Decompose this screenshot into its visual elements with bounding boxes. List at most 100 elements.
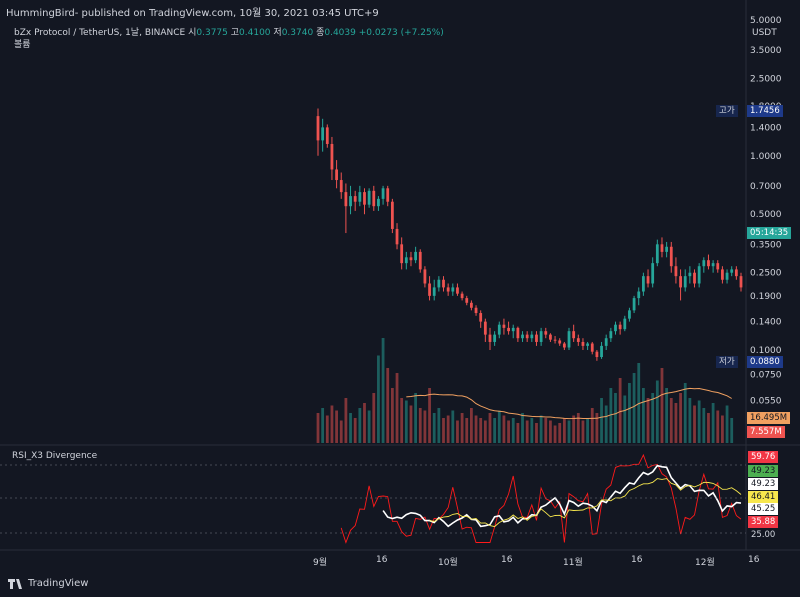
volume-bar: [507, 420, 510, 443]
tradingview-footer[interactable]: TradingView: [8, 578, 88, 589]
tradingview-logo-icon: [8, 578, 22, 589]
candle-body: [716, 263, 720, 270]
candle-body: [404, 257, 408, 264]
candle-body: [521, 334, 524, 339]
candle-body: [409, 257, 413, 261]
candle-body: [377, 198, 380, 207]
candle-body: [325, 127, 329, 144]
rsi-value-tag: 46.41: [748, 491, 779, 503]
candle-body: [316, 116, 320, 141]
volume-bar: [414, 393, 418, 443]
volume-bar: [539, 415, 543, 443]
volume-bar: [655, 380, 659, 443]
volume-bar: [321, 408, 325, 443]
volume-bar: [600, 398, 603, 443]
price-tick-label: 1.4000: [750, 123, 782, 133]
candle-body: [544, 331, 548, 335]
candle-body: [483, 321, 487, 335]
volume-bar: [497, 410, 501, 443]
volume-bar: [669, 398, 673, 443]
volume-bar: [674, 403, 678, 443]
indicator-label: RSI_X3 Divergence: [12, 451, 98, 461]
volume-bar: [418, 408, 422, 443]
rsi-value-tag: 35.88: [748, 516, 779, 528]
price-tick-label: 3.5000: [750, 46, 782, 56]
time-axis-label: 16: [376, 555, 388, 565]
volume-bar: [442, 418, 445, 443]
volume-bar: [576, 413, 580, 443]
volume-tag: 7.557M: [747, 426, 785, 438]
candle-body: [507, 327, 510, 332]
candle-body: [576, 338, 580, 342]
candle-body: [660, 244, 664, 252]
candle-body: [372, 190, 376, 207]
price-tick-label: 0.1000: [750, 346, 782, 356]
candle-body: [721, 269, 724, 280]
volume-bar: [409, 405, 413, 443]
candle-body: [567, 331, 571, 348]
low-marker-label: 저가: [716, 356, 738, 368]
volume-bar: [479, 418, 483, 443]
candle-body: [349, 196, 352, 207]
volume-bar: [483, 420, 487, 443]
volume-bar: [465, 418, 469, 443]
high-value: 0.4100: [239, 28, 271, 38]
volume-bar: [549, 420, 552, 443]
candle-body: [460, 293, 464, 299]
candle-body: [734, 269, 738, 277]
candle-body: [604, 338, 608, 346]
close-value: 0.4039: [324, 28, 356, 38]
low-value: 0.3740: [281, 28, 314, 38]
close-label: 종: [316, 28, 325, 38]
candle-body: [707, 260, 710, 267]
low-marker-value: 0.0880: [747, 356, 783, 368]
candle-body: [330, 143, 334, 170]
time-axis-label: 16: [631, 555, 643, 565]
rsi-line: [340, 453, 742, 544]
volume-bar: [349, 413, 352, 443]
candle-body: [442, 279, 445, 288]
candle-body: [632, 298, 636, 311]
volume-bar: [456, 420, 459, 443]
candle-body: [353, 196, 357, 202]
candle-body: [381, 188, 385, 199]
symbol-legend: bZx Protocol / TetherUS, 1날, BINANCE 시0.…: [14, 25, 444, 38]
candle-body: [600, 345, 603, 358]
candle-body: [558, 340, 562, 344]
volume-bar: [679, 393, 682, 443]
volume-bar: [451, 410, 455, 443]
volume-bar: [353, 418, 357, 443]
rsi-value-tag: 59.76: [748, 451, 779, 463]
volume-bar: [721, 415, 724, 443]
volume-bar: [581, 420, 585, 443]
volume-bar: [474, 415, 478, 443]
time-axis-label: 16: [748, 555, 760, 565]
candle-body: [432, 287, 436, 296]
price-tick-label: 0.3500: [750, 240, 782, 250]
volume-ma-tag: 16.495M: [747, 412, 791, 424]
candle-body: [358, 192, 362, 202]
candle-body: [679, 276, 682, 288]
candle-body: [730, 269, 734, 273]
candle-body: [553, 339, 557, 341]
candle-body: [465, 298, 469, 303]
volume-bar: [665, 388, 669, 443]
candle-body: [423, 269, 427, 284]
candle-body: [641, 276, 645, 292]
volume-bar: [516, 423, 520, 443]
candle-body: [614, 324, 617, 332]
time-axis-label: 9월: [313, 558, 328, 568]
volume-bar: [604, 405, 608, 443]
candle-body: [674, 266, 678, 277]
candle-body: [418, 251, 422, 270]
volume-bar: [488, 413, 492, 443]
volume-bar: [372, 393, 376, 443]
volume-bar: [660, 368, 664, 443]
volume-bar: [590, 408, 594, 443]
time-axis-label: 12월: [695, 558, 715, 568]
volume-bar: [358, 408, 362, 443]
volume-bar: [646, 398, 650, 443]
candle-body: [530, 334, 534, 339]
candle-body: [390, 201, 394, 229]
